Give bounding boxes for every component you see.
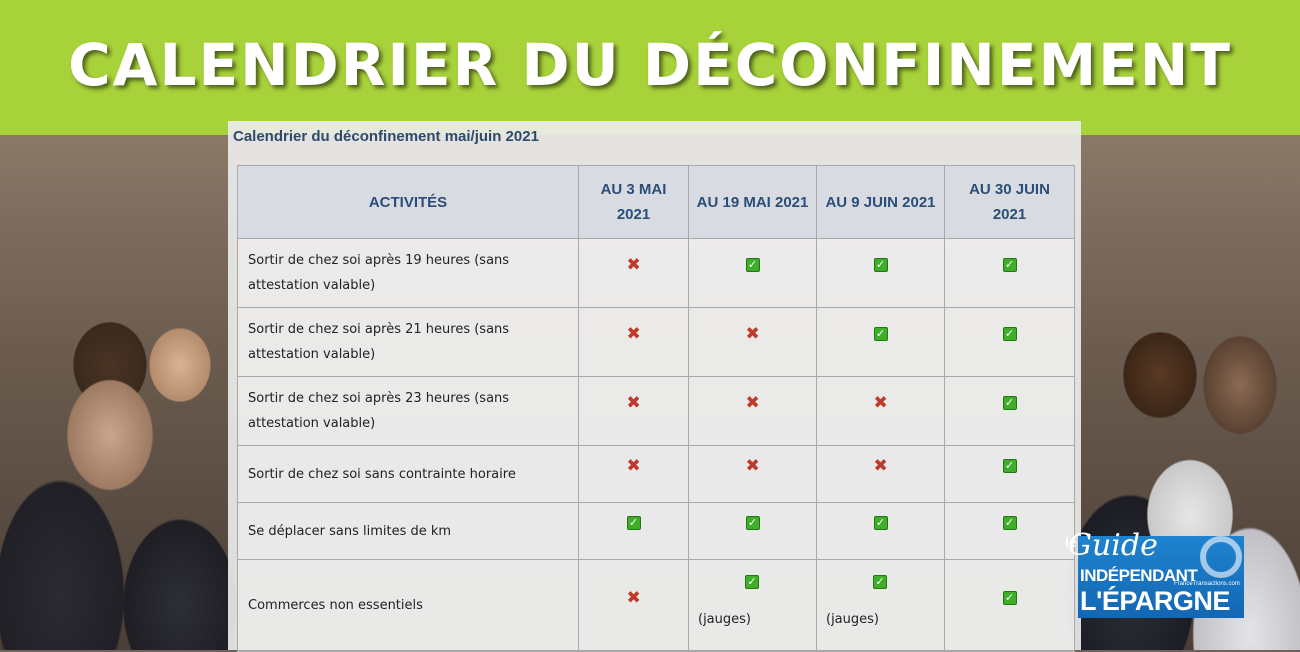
status-cell: ✖: [688, 445, 817, 503]
table-row: Sortir de chez soi après 19 heures (sans…: [237, 238, 1075, 308]
calendar-table: ACTIVITÉS AU 3 MAI 2021 AU 19 MAI 2021 A…: [237, 165, 1075, 652]
status-cell: ✖: [578, 376, 689, 446]
activity-cell: Sortir de chez soi après 19 heures (sans…: [237, 238, 579, 308]
green-check-icon: ✓: [873, 327, 888, 341]
green-check-icon: ✓: [1002, 258, 1017, 272]
table-body: Sortir de chez soi après 19 heures (sans…: [237, 238, 1075, 652]
red-cross-icon: ✖: [626, 456, 641, 476]
logo-independant: INDÉPENDANT: [1080, 566, 1198, 585]
status-cell: ✓: [816, 238, 945, 308]
green-check-icon: ✓: [873, 258, 888, 272]
green-check-icon: ✓: [873, 516, 888, 530]
activity-cell: Sortir de chez soi après 23 heures (sans…: [237, 376, 579, 446]
green-check-icon: ✓: [1002, 327, 1017, 341]
status-cell: ✖: [578, 238, 689, 308]
status-cell: ✖: [688, 307, 817, 377]
green-check-icon: ✓: [745, 258, 760, 272]
green-check-icon: ✓: [745, 516, 760, 530]
header-3-mai: AU 3 MAI 2021: [578, 165, 689, 239]
table-row: Sortir de chez soi après 21 heures (sans…: [237, 307, 1075, 377]
table-row: Se déplacer sans limites de km ✓ ✓ ✓ ✓: [237, 502, 1075, 560]
header-9-juin: AU 9 JUIN 2021: [816, 165, 945, 239]
status-cell: ✓: [816, 307, 945, 377]
green-check-icon: ✓: [745, 575, 759, 589]
table-caption: Calendrier du déconfinement mai/juin 202…: [233, 128, 539, 145]
red-cross-icon: ✖: [745, 393, 760, 413]
status-cell: ✓ (jauges): [688, 559, 817, 652]
red-cross-icon: ✖: [626, 324, 641, 344]
green-check-icon: ✓: [1002, 459, 1017, 473]
red-cross-icon: ✖: [873, 456, 888, 476]
activity-cell: Se déplacer sans limites de km: [237, 502, 579, 560]
status-cell: ✓: [944, 502, 1075, 560]
title-banner: CALENDRIER DU DÉCONFINEMENT: [0, 0, 1300, 135]
table-row: Commerces non essentiels ✖ ✓ (jauges) ✓ (jaug…: [237, 559, 1075, 652]
status-cell: ✓: [816, 502, 945, 560]
green-check-icon: ✓: [1002, 590, 1017, 605]
red-cross-icon: ✖: [626, 393, 641, 413]
cell-note: (jauges): [826, 612, 879, 627]
activity-cell: Sortir de chez soi après 21 heures (sans…: [237, 307, 579, 377]
table-row: Sortir de chez soi sans contrainte horai…: [237, 445, 1075, 503]
status-cell: ✓: [944, 307, 1075, 377]
logo-tagline: FranceTransactions.com: [1174, 581, 1240, 587]
header-activites: ACTIVITÉS: [237, 165, 579, 239]
logo-le: le: [1065, 534, 1077, 550]
green-check-icon: ✓: [873, 575, 887, 589]
activity-cell: Sortir de chez soi sans contrainte horai…: [237, 445, 579, 503]
status-cell: ✓: [944, 445, 1075, 503]
status-cell: ✖: [688, 376, 817, 446]
red-cross-icon: ✖: [626, 255, 641, 275]
calendar-panel: Calendrier du déconfinement mai/juin 202…: [228, 121, 1081, 652]
logo-epargne: L'ÉPARGNE: [1080, 586, 1230, 616]
status-cell: ✖: [578, 445, 689, 503]
page-title: CALENDRIER DU DÉCONFINEMENT: [68, 30, 1232, 99]
status-cell: ✓ (jauges): [816, 559, 945, 652]
green-check-icon: ✓: [1002, 516, 1017, 530]
table-header-row: ACTIVITÉS AU 3 MAI 2021 AU 19 MAI 2021 A…: [237, 165, 1075, 239]
logo-guide: Guide: [1068, 528, 1158, 563]
status-cell: ✖: [816, 445, 945, 503]
red-cross-icon: ✖: [873, 393, 888, 413]
logo-swirl-icon: [1200, 536, 1242, 578]
guide-epargne-logo: le Guide INDÉPENDANT FranceTransactions.…: [1050, 528, 1244, 618]
status-cell: ✓: [944, 238, 1075, 308]
status-cell: ✓: [944, 376, 1075, 446]
red-cross-icon: ✖: [745, 456, 760, 476]
status-cell: ✖: [578, 307, 689, 377]
green-check-icon: ✓: [1002, 396, 1017, 410]
status-cell: ✖: [578, 559, 689, 652]
status-cell: ✓: [688, 502, 817, 560]
status-cell: ✓: [688, 238, 817, 308]
status-cell: ✖: [816, 376, 945, 446]
green-check-icon: ✓: [626, 516, 641, 530]
red-cross-icon: ✖: [626, 587, 641, 608]
header-30-juin: AU 30 JUIN 2021: [944, 165, 1075, 239]
cell-note: (jauges): [698, 612, 751, 627]
activity-cell: Commerces non essentiels: [237, 559, 579, 652]
status-cell: ✓: [578, 502, 689, 560]
table-row: Sortir de chez soi après 23 heures (sans…: [237, 376, 1075, 446]
header-19-mai: AU 19 MAI 2021: [688, 165, 817, 239]
red-cross-icon: ✖: [745, 324, 760, 344]
